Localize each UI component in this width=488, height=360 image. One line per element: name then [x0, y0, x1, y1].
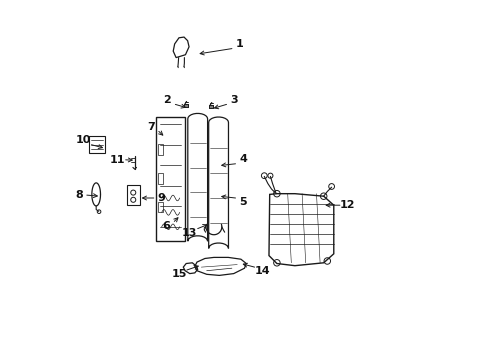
Text: 11: 11: [110, 155, 125, 165]
Bar: [158, 202, 163, 212]
Text: 4: 4: [239, 154, 247, 165]
Bar: [127, 185, 140, 205]
Bar: [89, 136, 105, 153]
Text: 1: 1: [236, 39, 243, 49]
Text: 5: 5: [239, 197, 247, 207]
Text: 9: 9: [158, 193, 165, 203]
Text: 6: 6: [162, 221, 170, 231]
Bar: [158, 144, 163, 155]
Text: 8: 8: [75, 190, 82, 200]
Text: 12: 12: [339, 200, 355, 210]
Text: 10: 10: [76, 135, 91, 145]
Text: 15: 15: [171, 269, 186, 279]
Bar: [158, 173, 163, 184]
Text: 2: 2: [163, 95, 171, 105]
Text: 14: 14: [254, 266, 270, 276]
Text: 13: 13: [182, 228, 197, 238]
Text: 7: 7: [147, 122, 155, 132]
Text: 3: 3: [230, 95, 238, 105]
